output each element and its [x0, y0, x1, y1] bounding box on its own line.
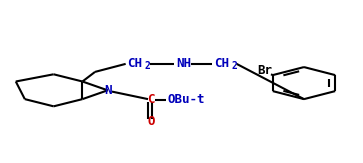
Text: CH: CH	[214, 57, 229, 70]
Text: 2: 2	[231, 61, 237, 71]
Text: CH: CH	[127, 57, 142, 70]
Text: 2: 2	[145, 61, 151, 71]
Text: NH: NH	[176, 57, 191, 70]
Text: Br: Br	[258, 64, 273, 77]
Text: O: O	[147, 115, 155, 128]
Text: N: N	[104, 84, 111, 97]
Text: C: C	[147, 93, 155, 106]
Text: OBu-t: OBu-t	[167, 93, 205, 106]
